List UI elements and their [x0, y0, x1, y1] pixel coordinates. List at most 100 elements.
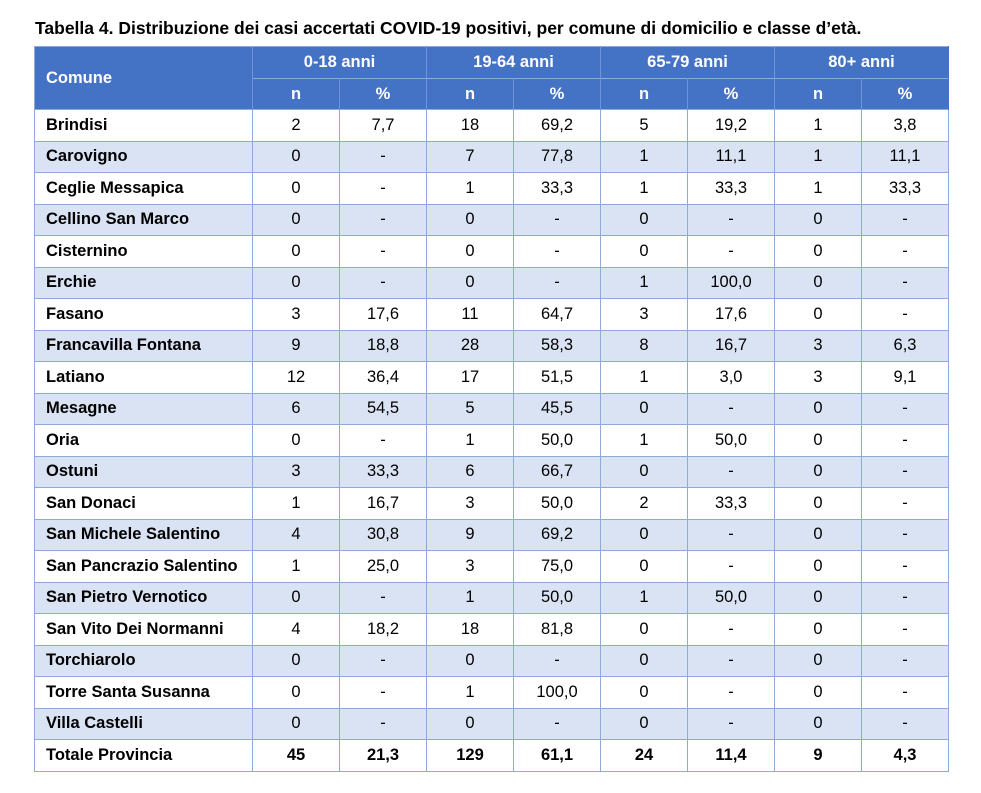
cell-pct-19-64: 58,3	[513, 329, 601, 362]
total-cell-n-65-79: 24	[600, 739, 688, 772]
cell-n-19-64: 0	[426, 266, 514, 299]
cell-comune: Latiano	[34, 361, 253, 394]
cell-pct-80plus: -	[861, 518, 949, 551]
cell-pct-19-64: 69,2	[513, 109, 601, 142]
cell-n-80plus: 0	[774, 203, 862, 236]
cell-pct-80plus: -	[861, 581, 949, 614]
cell-n-80plus: 0	[774, 707, 862, 740]
cell-n-19-64: 0	[426, 707, 514, 740]
cell-n-19-64: 6	[426, 455, 514, 488]
cell-n-65-79: 0	[600, 455, 688, 488]
subheader-percent: %	[687, 78, 775, 110]
cell-pct-80plus: -	[861, 455, 949, 488]
cell-pct-0-18: 18,2	[339, 613, 427, 646]
table-row: San Vito Dei Normanni 4 18,2 18 81,8 0-0-	[34, 613, 949, 646]
cell-pct-65-79: -	[687, 392, 775, 425]
table-row: San Michele Salentino 4 30,8 9 69,2 0-0-	[34, 518, 949, 551]
cell-pct-65-79: -	[687, 644, 775, 677]
cell-pct-0-18: 33,3	[339, 455, 427, 488]
cell-pct-80plus: 33,3	[861, 172, 949, 205]
cell-pct-19-64: -	[513, 203, 601, 236]
total-row: Totale Provincia 45 21,3 129 61,1 24 11,4 9 4,3	[34, 739, 949, 772]
cell-pct-0-18: -	[339, 644, 427, 677]
cell-comune: Erchie	[34, 266, 253, 299]
cell-comune: Cellino San Marco	[34, 203, 253, 236]
table-row: Torchiarolo 0-0-0-0-	[34, 644, 949, 677]
cell-n-65-79: 0	[600, 550, 688, 583]
cell-pct-65-79: 50,0	[687, 424, 775, 457]
cell-n-80plus: 0	[774, 235, 862, 268]
cell-comune: San Donaci	[34, 487, 253, 520]
cell-comune: San Pietro Vernotico	[34, 581, 253, 614]
cell-pct-0-18: 17,6	[339, 298, 427, 331]
cell-pct-80plus: -	[861, 676, 949, 709]
cell-comune: Ostuni	[34, 455, 253, 488]
cell-pct-19-64: 69,2	[513, 518, 601, 551]
cell-n-80plus: 0	[774, 392, 862, 425]
cell-comune: Cisternino	[34, 235, 253, 268]
cell-n-80plus: 0	[774, 487, 862, 520]
cell-pct-80plus: -	[861, 550, 949, 583]
total-cell-pct-80plus: 4,3	[861, 739, 949, 772]
cell-n-65-79: 1	[600, 266, 688, 299]
total-cell-n-80plus: 9	[774, 739, 862, 772]
cell-n-80plus: 0	[774, 644, 862, 677]
cell-n-0-18: 0	[252, 707, 340, 740]
cell-n-80plus: 1	[774, 172, 862, 205]
cell-comune: Francavilla Fontana	[34, 329, 253, 362]
cell-n-0-18: 0	[252, 266, 340, 299]
cell-n-19-64: 17	[426, 361, 514, 394]
total-cell-comune: Totale Provincia	[34, 739, 253, 772]
cell-comune: Brindisi	[34, 109, 253, 142]
table-row: Cisternino 0-0-0-0-	[34, 235, 949, 268]
cell-pct-80plus: 11,1	[861, 140, 949, 173]
cell-pct-65-79: 3,0	[687, 361, 775, 394]
cell-n-19-64: 5	[426, 392, 514, 425]
cell-n-19-64: 0	[426, 235, 514, 268]
cell-n-80plus: 0	[774, 455, 862, 488]
cell-n-0-18: 12	[252, 361, 340, 394]
cell-n-65-79: 3	[600, 298, 688, 331]
cell-pct-80plus: 3,8	[861, 109, 949, 142]
cell-pct-0-18: -	[339, 266, 427, 299]
cell-pct-80plus: -	[861, 203, 949, 236]
cell-pct-65-79: -	[687, 235, 775, 268]
cell-n-65-79: 1	[600, 361, 688, 394]
cell-n-65-79: 2	[600, 487, 688, 520]
cell-n-19-64: 1	[426, 172, 514, 205]
cell-pct-19-64: 51,5	[513, 361, 601, 394]
cell-pct-19-64: 66,7	[513, 455, 601, 488]
total-cell-pct-0-18: 21,3	[339, 739, 427, 772]
cell-pct-19-64: 77,8	[513, 140, 601, 173]
table-row: Fasano 3 17,6 11 64,7 3 17,6 0-	[34, 298, 949, 331]
cell-comune: Fasano	[34, 298, 253, 331]
cell-pct-80plus: -	[861, 392, 949, 425]
cell-n-0-18: 1	[252, 487, 340, 520]
cell-pct-0-18: -	[339, 676, 427, 709]
cell-n-65-79: 1	[600, 424, 688, 457]
cell-n-0-18: 4	[252, 518, 340, 551]
group-header-80plus: 80+ anni	[774, 46, 949, 79]
cell-pct-0-18: 18,8	[339, 329, 427, 362]
cell-n-0-18: 0	[252, 676, 340, 709]
column-header-comune: Comune	[34, 46, 253, 110]
cell-n-80plus: 0	[774, 613, 862, 646]
cell-n-0-18: 3	[252, 298, 340, 331]
cell-pct-0-18: 25,0	[339, 550, 427, 583]
table-row: Ceglie Messapica 0-1 33,3 1 33,3 1 33,3	[34, 172, 949, 205]
cell-pct-19-64: 50,0	[513, 581, 601, 614]
cell-pct-80plus: -	[861, 707, 949, 740]
cell-pct-65-79: 50,0	[687, 581, 775, 614]
cell-comune: San Pancrazio Salentino	[34, 550, 253, 583]
cell-n-65-79: 0	[600, 392, 688, 425]
table-row: Villa Castelli 0-0-0-0-	[34, 707, 949, 740]
cell-n-19-64: 1	[426, 676, 514, 709]
cell-n-80plus: 1	[774, 140, 862, 173]
cell-n-19-64: 28	[426, 329, 514, 362]
table-caption: Tabella 4. Distribuzione dei casi accert…	[35, 18, 862, 38]
group-header-19-64: 19-64 anni	[426, 46, 601, 79]
cell-n-80plus: 0	[774, 676, 862, 709]
cell-pct-65-79: 100,0	[687, 266, 775, 299]
cell-n-80plus: 0	[774, 518, 862, 551]
cell-comune: Torre Santa Susanna	[34, 676, 253, 709]
